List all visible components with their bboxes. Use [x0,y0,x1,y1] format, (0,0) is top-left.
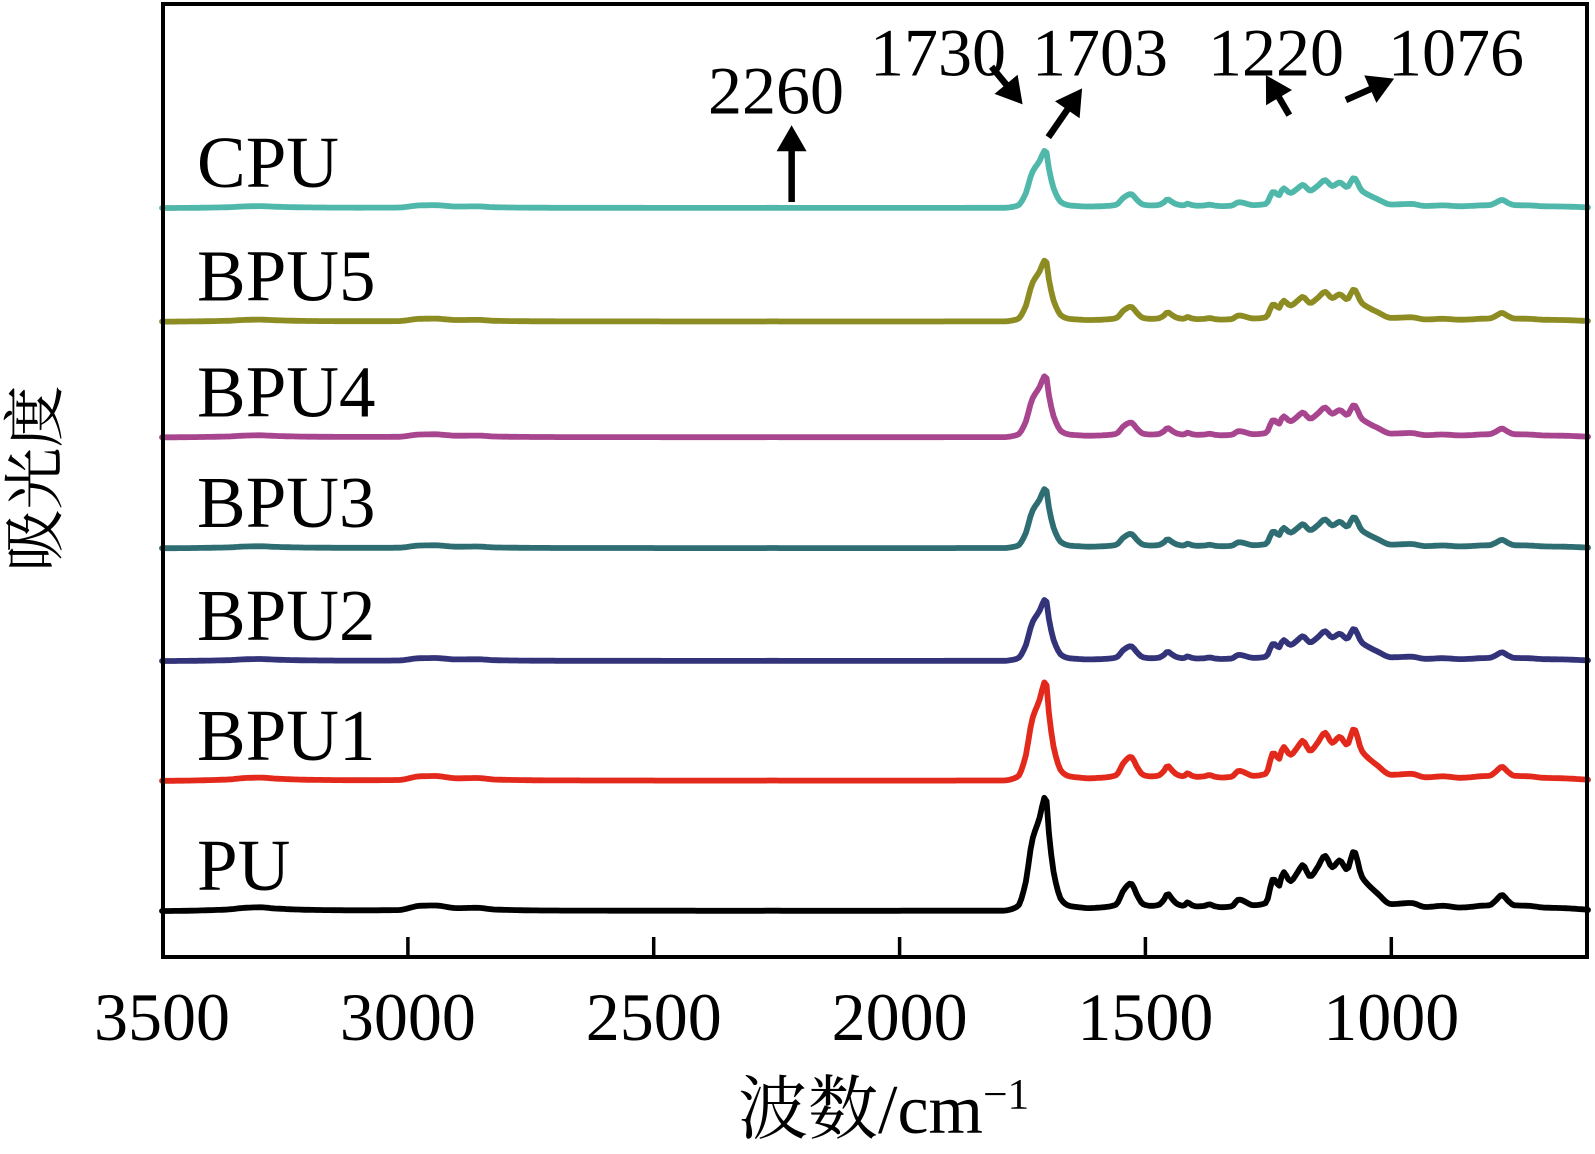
svg-text:BPU1: BPU1 [197,695,376,776]
svg-text:BPU2: BPU2 [197,575,376,656]
svg-text:BPU3: BPU3 [197,462,376,543]
svg-text:1703: 1703 [1032,15,1168,91]
svg-text:1076: 1076 [1388,15,1524,91]
svg-text:BPU5: BPU5 [197,236,376,317]
svg-text:PU: PU [197,825,290,906]
svg-text:1220: 1220 [1208,15,1344,91]
svg-text:2260: 2260 [708,53,844,129]
svg-text:1730: 1730 [870,15,1006,91]
svg-text:CPU: CPU [197,122,339,203]
svg-text:BPU4: BPU4 [197,351,376,432]
